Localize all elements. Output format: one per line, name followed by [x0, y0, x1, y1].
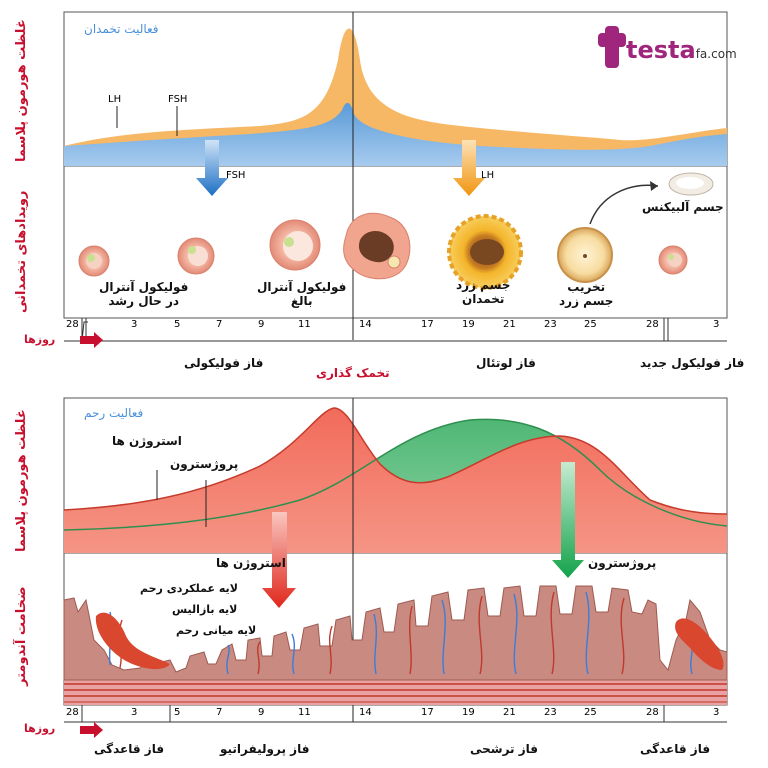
new-follicular-phase-label: فاز فولیکول جدید [640, 356, 745, 370]
days-arrow-top [80, 332, 103, 348]
day-tick: 7 [216, 707, 223, 718]
days-label-bottom: روزها [24, 722, 56, 735]
day-tick: 28 [66, 707, 79, 718]
follicular-phase-label: فاز فولیکولی [184, 356, 264, 370]
corpus-albicans [668, 172, 714, 196]
ovulation-label: تخمک گذاری [316, 366, 390, 380]
uterine-activity-title: فعالیت رحم [84, 406, 144, 420]
day-tick: 17 [421, 707, 434, 718]
antral-mature-label: فولیکول آنترال بالغ [257, 280, 347, 308]
antral-growing-label: فولیکول آنترال در حال رشد [99, 280, 189, 308]
day-axis-top [64, 318, 727, 342]
day-tick: 3 [131, 319, 138, 330]
lh-curve [64, 28, 727, 166]
fsh-arrow [196, 140, 228, 196]
estrogen-curve-label: استروژن ها [112, 434, 182, 448]
day-tick: 3 [713, 319, 720, 330]
ovarian-events-axis-label: رویدادهای تخمدانی [14, 190, 29, 313]
uterine-y-axis-label: غلظت هورمون پلاسما [14, 409, 29, 552]
lh-curve-label: LH [108, 94, 122, 105]
luteal-phase-label: فاز لوتئال [476, 356, 536, 370]
logo-brand: testafa.com [626, 36, 737, 64]
fsh-curve [64, 102, 727, 166]
proliferative-phase-label: فاز پرولیفراتیو [220, 742, 310, 756]
lh-arrow [453, 140, 485, 196]
follicle-early [78, 245, 110, 277]
follicle-antral-growing [177, 237, 215, 275]
day-tick: 5 [174, 707, 181, 718]
secretory-phase-label: فاز ترشحی [470, 742, 539, 756]
endometrium-axis-label: ضخامت آندومتر [14, 586, 29, 686]
day-tick: 14 [359, 319, 372, 330]
shedding-tissue-right [675, 618, 724, 670]
day-tick: 5 [174, 319, 181, 330]
functional-layer-label: لایه عملکردی رحم [140, 582, 238, 595]
day-tick: 11 [298, 707, 311, 718]
day-tick: 3 [713, 707, 720, 718]
days-arrow-bottom [80, 722, 103, 738]
day-tick: 19 [462, 319, 475, 330]
ovulating-follicle [343, 212, 411, 280]
testafa-logo-icon [598, 26, 626, 68]
day-tick: 14 [359, 707, 372, 718]
lh-arrow-label: LH [481, 170, 495, 181]
estrogen-arrow-label: استروژن ها [216, 556, 286, 570]
follicle-antral-mature [269, 219, 321, 271]
corpus-luteum [447, 214, 523, 290]
top-y-axis-label: غلظت هورمون پلاسما [14, 19, 29, 162]
day-tick: 7 [216, 319, 223, 330]
day-tick: 23 [544, 707, 557, 718]
day-tick: 28 [646, 319, 659, 330]
myometrium-label: لایه میانی رحم [176, 624, 257, 637]
day-axis-bottom [64, 705, 727, 723]
progesterone-curve-label: پروژسترون [170, 457, 239, 471]
corpus-albicans-label: جسم آلبیکنس [642, 200, 724, 214]
basal-layer-label: لایه بازالیس [172, 603, 238, 616]
day-tick: 19 [462, 707, 475, 718]
day-tick: 21 [503, 319, 516, 330]
ovarian-activity-title: فعالیت تخمدان [84, 22, 159, 36]
day-tick: 28 [646, 707, 659, 718]
follicle-new [658, 245, 688, 275]
day-tick: 28 [66, 319, 79, 330]
day-tick: 3 [131, 707, 138, 718]
corpus-luteum-label: جسم زرد تخمدان [456, 278, 511, 306]
day-tick: 25 [584, 319, 597, 330]
menstrual-phase-1-label: فاز قاعدگی [94, 742, 165, 756]
fsh-arrow-label: FSH [226, 170, 246, 181]
day-tick: 17 [421, 319, 434, 330]
estrogen-arrow [262, 512, 296, 608]
day-tick: 11 [298, 319, 311, 330]
day-tick: 25 [584, 707, 597, 718]
day-tick: 9 [258, 707, 265, 718]
fsh-curve-label: FSH [168, 94, 188, 105]
day-tick: 23 [544, 319, 557, 330]
days-label-top: روزها [24, 333, 56, 346]
day-tick: 9 [258, 319, 265, 330]
day-tick: 21 [503, 707, 516, 718]
myometrium [64, 680, 727, 705]
corpus-luteum-degenerating [557, 227, 613, 283]
menstrual-phase-2-label: فاز قاعدگی [640, 742, 711, 756]
progesterone-arrow-label: پروژسترون [588, 556, 657, 570]
degeneration-arrow [589, 184, 659, 225]
endometrium-layer [63, 585, 728, 681]
progesterone-arrow [552, 462, 584, 578]
shedding-tissue-left [95, 612, 170, 670]
corpus-degeneration-label: تخریب جسم زرد [559, 280, 614, 308]
